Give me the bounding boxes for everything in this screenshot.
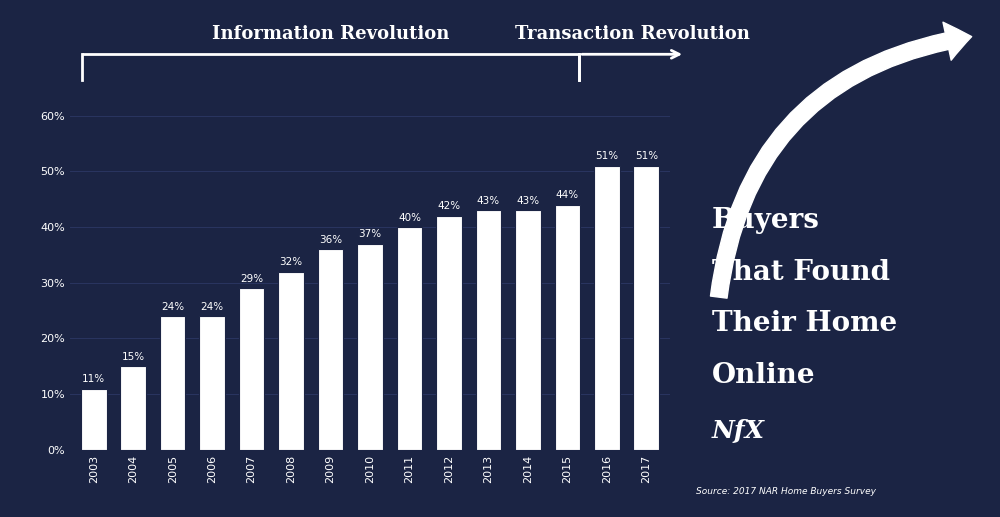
Text: Online: Online: [712, 362, 816, 389]
Text: That Found: That Found: [712, 258, 890, 285]
Bar: [160, 316, 185, 450]
Text: 43%: 43%: [516, 196, 539, 206]
Bar: [278, 271, 304, 450]
Bar: [515, 210, 541, 450]
Bar: [555, 205, 580, 450]
Text: 40%: 40%: [398, 212, 421, 223]
Text: Source: 2017 NAR Home Buyers Survey: Source: 2017 NAR Home Buyers Survey: [696, 488, 876, 496]
Text: NfX: NfX: [712, 419, 765, 443]
Bar: [199, 316, 225, 450]
Bar: [239, 288, 264, 450]
Text: 51%: 51%: [595, 151, 618, 161]
Bar: [120, 366, 146, 450]
Bar: [594, 166, 620, 450]
Bar: [357, 244, 383, 450]
Text: 32%: 32%: [279, 257, 303, 267]
Bar: [318, 249, 343, 450]
Text: 15%: 15%: [122, 352, 145, 362]
Text: 43%: 43%: [477, 196, 500, 206]
Text: Their Home: Their Home: [712, 310, 897, 337]
Bar: [476, 210, 501, 450]
Text: 44%: 44%: [556, 190, 579, 201]
Text: 36%: 36%: [319, 235, 342, 245]
Text: 24%: 24%: [161, 302, 184, 312]
Text: 51%: 51%: [635, 151, 658, 161]
Bar: [397, 227, 422, 450]
Text: 11%: 11%: [82, 374, 105, 384]
Text: Information Revolution: Information Revolution: [212, 25, 449, 43]
Text: 37%: 37%: [358, 230, 382, 239]
Text: Buyers: Buyers: [712, 207, 820, 234]
Bar: [81, 389, 107, 450]
Text: Transaction Revolution: Transaction Revolution: [515, 25, 750, 43]
Bar: [436, 216, 462, 450]
Bar: [633, 166, 659, 450]
Text: 24%: 24%: [201, 302, 224, 312]
Text: 29%: 29%: [240, 274, 263, 284]
FancyArrowPatch shape: [710, 22, 972, 298]
Text: 42%: 42%: [437, 202, 461, 211]
